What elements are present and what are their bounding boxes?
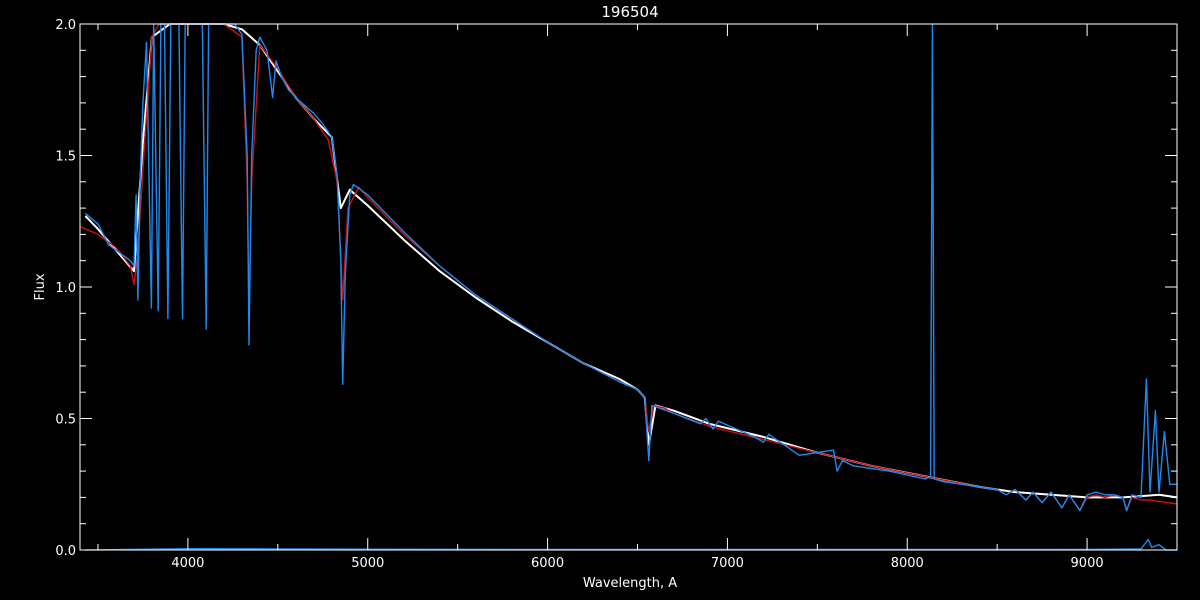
y-tick-label: 1.5 [55,150,76,165]
plot-frame [79,23,1178,551]
tick-labels-layer: 4000 5000 6000 7000 8000 9000 0.0 0.5 1.0 1.5 2.0 [55,18,1103,571]
x-tick-label: 6000 [531,556,564,571]
y-tick-label: 2.0 [55,18,76,33]
chart-title: 196504 [601,3,658,21]
x-axis-label: Wavelength, A [583,576,677,591]
x-tick-label: 5000 [351,556,384,571]
x-tick-label: 4000 [171,556,204,571]
x-tick-label: 8000 [891,556,924,571]
y-axis-label: Flux [33,273,48,300]
y-tick-label: 0.5 [55,413,76,428]
y-tick-label: 1.0 [55,281,76,296]
y-tick-label: 0.0 [55,544,76,559]
x-tick-label: 9000 [1071,556,1104,571]
x-tick-label: 7000 [711,556,744,571]
